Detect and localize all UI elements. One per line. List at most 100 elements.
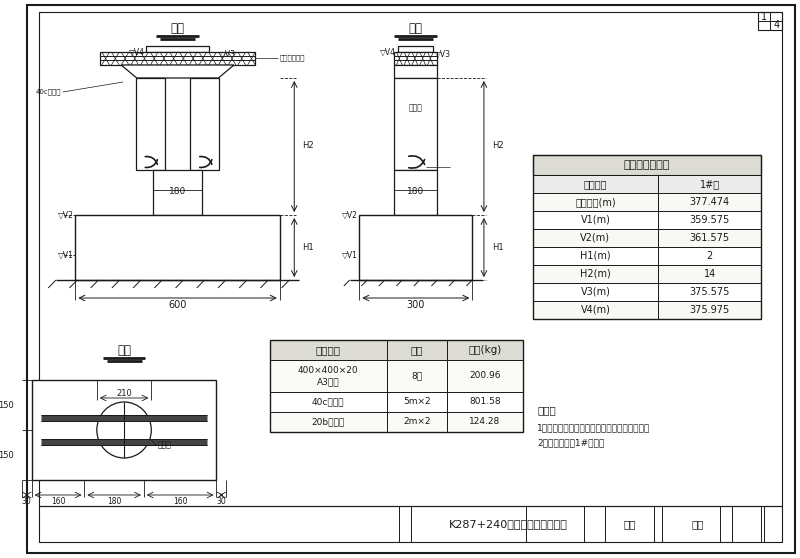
Text: 14: 14 [703,269,716,279]
Bar [409,88,413,93]
Bar [154,170,202,215]
Bar [414,88,418,93]
Bar [270,340,523,432]
Text: 200.96: 200.96 [469,372,501,381]
Bar [533,155,761,175]
Text: V2(m): V2(m) [580,233,610,243]
Text: 150: 150 [0,401,14,410]
Bar [533,175,658,193]
Bar [533,211,658,229]
Bar [447,360,523,392]
Bar [39,12,782,506]
Text: 30: 30 [22,498,32,507]
Bar [406,80,426,102]
Text: 375.975: 375.975 [690,305,730,315]
Bar [270,340,386,360]
Bar [533,301,658,319]
Text: 桥墩编号: 桥墩编号 [584,179,607,189]
Text: ▽V1: ▽V1 [58,251,74,259]
Bar [758,12,782,30]
Text: 2m×2: 2m×2 [403,417,430,426]
Text: 数量: 数量 [410,345,423,355]
Bar [418,94,422,99]
Bar [658,211,761,229]
Text: 150: 150 [0,450,14,459]
Text: 施工注意事项: 施工注意事项 [280,55,305,61]
Text: 平面: 平面 [117,344,131,357]
Text: K287+240便桥桥墩一般构造图: K287+240便桥桥墩一般构造图 [449,519,568,529]
Text: ▽V1: ▽V1 [342,251,358,259]
Bar [447,392,523,412]
Text: 复核: 复核 [692,519,704,529]
Bar [658,283,761,301]
Bar [270,392,386,412]
Text: 2、本图使用于1#桥墩。: 2、本图使用于1#桥墩。 [538,438,605,447]
Text: 300: 300 [406,300,425,310]
Bar [394,52,438,65]
Text: H2(m): H2(m) [580,269,610,279]
Bar [136,78,165,170]
Text: H2: H2 [492,142,503,151]
Text: 工程项目: 工程项目 [316,345,341,355]
Text: V1(m): V1(m) [581,215,610,225]
Text: 801.58: 801.58 [469,397,501,406]
Bar [386,412,447,432]
Bar [394,65,438,78]
Bar [270,360,386,392]
Text: 160: 160 [173,498,187,507]
Bar [146,46,209,52]
Bar [658,265,761,283]
Bar [658,301,761,319]
Text: 180: 180 [107,498,122,507]
Text: ▽V3: ▽V3 [435,50,451,59]
Text: 1: 1 [761,12,767,22]
Text: 210: 210 [116,388,132,397]
Text: 375.575: 375.575 [690,287,730,297]
Text: 20b工字锠: 20b工字锠 [312,417,345,426]
Text: 立面: 立面 [170,22,185,35]
Bar [447,412,523,432]
Bar [359,215,472,280]
Bar [418,88,422,93]
Bar [658,247,761,265]
Text: 361.575: 361.575 [690,233,730,243]
Text: 5m×2: 5m×2 [403,397,430,406]
Bar [533,155,761,319]
Text: ▽V3: ▽V3 [220,50,236,59]
Text: ▽V4: ▽V4 [380,48,396,57]
Text: 40c工字锠: 40c工字锠 [312,397,345,406]
Text: 30: 30 [217,498,226,507]
Bar [533,247,658,265]
Bar [658,193,761,211]
Text: 上墩板: 上墩板 [158,440,172,450]
Text: 8块: 8块 [411,372,422,381]
Bar [658,229,761,247]
Text: 说明：: 说明： [538,405,556,415]
Text: V3(m): V3(m) [581,287,610,297]
Text: 设计: 设计 [623,519,636,529]
Bar [394,78,438,170]
Bar [414,94,418,99]
Text: 40c工字锠: 40c工字锠 [35,89,61,95]
Text: ▽V2: ▽V2 [58,210,74,219]
Bar [533,283,658,301]
Bar [394,170,438,215]
Text: H1(m): H1(m) [580,251,610,261]
Text: 2: 2 [706,251,713,261]
Bar [533,265,658,283]
Text: 377.474: 377.474 [690,197,730,207]
Text: H2: H2 [302,142,314,151]
Text: 1#墩: 1#墩 [700,179,720,189]
Text: 160: 160 [51,498,66,507]
Text: 上墩板: 上墩板 [409,103,422,113]
Bar [386,340,447,360]
Text: 124.28: 124.28 [470,417,501,426]
Text: 180: 180 [169,187,186,196]
Text: 桥墩标高尺寸表: 桥墩标高尺寸表 [624,160,670,170]
Bar [32,380,217,480]
Text: 180: 180 [407,187,425,196]
Bar [533,229,658,247]
Text: 设计高程(m): 设计高程(m) [575,197,616,207]
Bar [39,506,782,542]
Text: 400×400×20
A3锠板: 400×400×20 A3锠板 [298,365,358,386]
